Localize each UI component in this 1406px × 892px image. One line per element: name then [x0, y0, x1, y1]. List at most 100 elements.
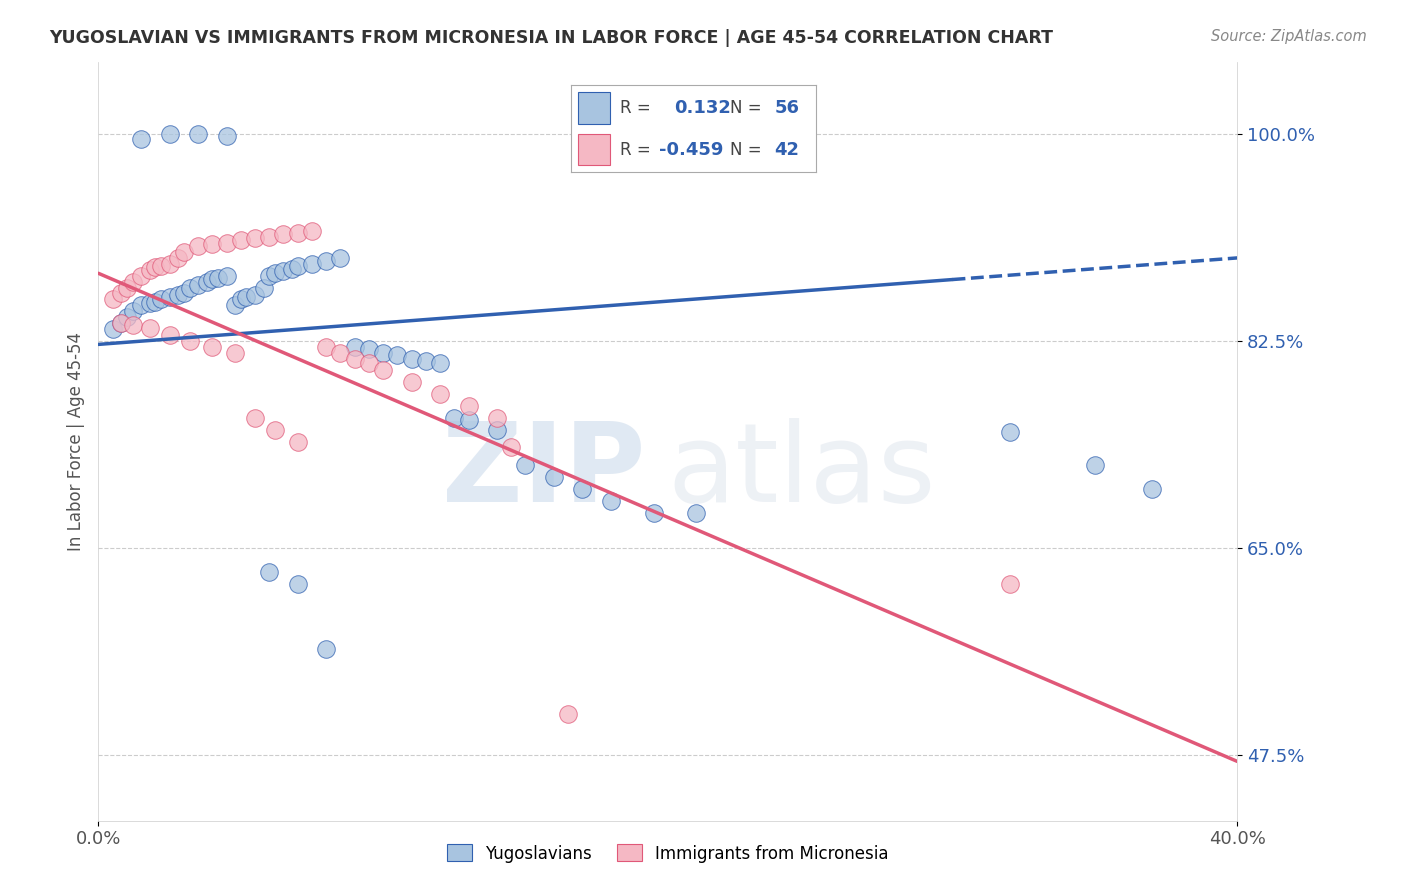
Point [281, 261, 304, 276]
Point [187, 239, 209, 253]
Point [243, 287, 266, 301]
Point [429, 356, 451, 370]
Point [401, 351, 423, 366]
Point [145, 260, 167, 275]
Point [235, 290, 257, 304]
Text: YUGOSLAVIAN VS IMMIGRANTS FROM MICRONESIA IN LABOR FORCE | AGE 45-54 CORRELATION: YUGOSLAVIAN VS IMMIGRANTS FROM MICRONESI… [49, 29, 1053, 46]
Point [224, 298, 246, 312]
Point [315, 340, 337, 354]
Point [998, 576, 1021, 591]
Point [115, 310, 138, 325]
Point [259, 268, 281, 283]
Point [998, 425, 1021, 439]
Point [264, 423, 287, 437]
Point [110, 316, 132, 330]
Point [187, 278, 209, 293]
Point [121, 318, 143, 333]
Point [159, 290, 181, 304]
Point [443, 410, 465, 425]
Point [1084, 458, 1107, 473]
Point [343, 340, 366, 354]
Point [301, 257, 323, 271]
Point [685, 506, 707, 520]
Point [167, 287, 190, 301]
Point [287, 576, 309, 591]
Point [167, 251, 190, 265]
Point [101, 322, 124, 336]
Point [357, 356, 380, 370]
Point [138, 296, 160, 310]
Point [129, 298, 152, 312]
Point [557, 706, 579, 721]
Point [373, 345, 395, 359]
Point [315, 641, 337, 656]
Point [150, 259, 173, 273]
Text: atlas: atlas [668, 418, 936, 525]
Point [287, 259, 309, 273]
Point [195, 275, 218, 289]
Point [243, 231, 266, 245]
Point [138, 262, 160, 277]
Point [201, 340, 224, 354]
Point [401, 376, 423, 390]
Point [329, 251, 352, 265]
Text: ZIP: ZIP [441, 418, 645, 525]
Point [243, 410, 266, 425]
Point [259, 229, 281, 244]
Point [329, 345, 352, 359]
Point [287, 226, 309, 240]
Point [1140, 482, 1163, 496]
Point [515, 458, 537, 473]
Point [110, 316, 132, 330]
Point [457, 413, 479, 427]
Point [201, 272, 224, 286]
Point [129, 132, 152, 146]
Point [215, 128, 238, 143]
Point [571, 482, 593, 496]
Point [179, 334, 201, 348]
Point [229, 293, 252, 307]
Point [273, 264, 295, 278]
Point [457, 399, 479, 413]
Point [429, 387, 451, 401]
Point [101, 293, 124, 307]
Y-axis label: In Labor Force | Age 45-54: In Labor Force | Age 45-54 [66, 332, 84, 551]
Point [543, 470, 565, 484]
Point [287, 434, 309, 449]
Point [224, 345, 246, 359]
Point [201, 236, 224, 251]
Point [173, 244, 195, 259]
Point [259, 565, 281, 579]
Point [486, 423, 509, 437]
Point [159, 327, 181, 342]
Point [159, 257, 181, 271]
Point [252, 280, 274, 294]
Point [486, 410, 509, 425]
Point [273, 227, 295, 242]
Point [115, 280, 138, 294]
Point [315, 254, 337, 268]
Legend: Yugoslavians, Immigrants from Micronesia: Yugoslavians, Immigrants from Micronesia [440, 838, 896, 869]
Point [643, 506, 665, 520]
Point [373, 363, 395, 377]
Point [264, 266, 287, 280]
Point [110, 286, 132, 301]
Point [215, 235, 238, 250]
Point [215, 268, 238, 283]
Point [229, 233, 252, 247]
Point [207, 271, 229, 285]
Point [145, 294, 167, 309]
Text: Source: ZipAtlas.com: Source: ZipAtlas.com [1211, 29, 1367, 44]
Point [159, 127, 181, 141]
Point [301, 224, 323, 238]
Point [129, 268, 152, 283]
Point [121, 275, 143, 289]
Point [173, 286, 195, 301]
Point [138, 321, 160, 335]
Point [343, 351, 366, 366]
Point [187, 127, 209, 141]
Point [387, 348, 409, 362]
Point [150, 293, 173, 307]
Point [415, 354, 437, 368]
Point [501, 441, 523, 455]
